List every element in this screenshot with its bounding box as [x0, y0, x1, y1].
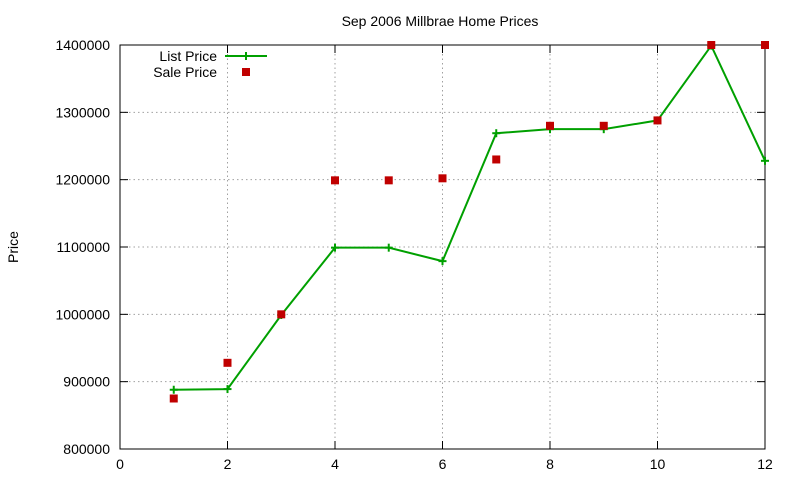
- list-price-point: [223, 385, 232, 394]
- sale-price-point: [169, 394, 178, 403]
- x-tick-label: 12: [757, 456, 773, 472]
- sale-price-point: [546, 121, 554, 130]
- sale-price-point: [653, 116, 662, 125]
- chart-title: Sep 2006 Millbrae Home Prices: [342, 13, 539, 29]
- sale-price-point: [761, 41, 769, 49]
- x-tick-label: 6: [439, 456, 447, 472]
- sale-price-point: [277, 310, 286, 319]
- y-tick-label: 900000: [63, 374, 110, 390]
- x-tick-label: 2: [224, 456, 232, 472]
- y-tick-label: 1100000: [57, 239, 111, 255]
- y-tick-label: 1000000: [55, 306, 110, 322]
- x-tick-label: 10: [650, 456, 666, 472]
- y-axis-label: Price: [5, 231, 21, 263]
- legend-label: List Price: [159, 48, 217, 64]
- series-layer: [169, 41, 769, 403]
- sale-price-point: [492, 155, 501, 164]
- list-price-line: [173, 43, 766, 391]
- list-price-point: [169, 385, 178, 394]
- legend-label: Sale Price: [153, 64, 217, 80]
- sale-price-point: [331, 176, 339, 185]
- sale-price-point: [707, 41, 716, 49]
- axis-ticks: 800000 900000 1000000 1100000 1200000 1300000…: [55, 37, 773, 472]
- list-price-point: [331, 243, 339, 252]
- y-tick-label: 1400000: [55, 37, 110, 53]
- sale-price-point: [223, 358, 232, 367]
- legend-square-swatch: [242, 68, 250, 76]
- x-tick-label: 8: [546, 456, 554, 472]
- y-tick-label: 800000: [63, 441, 110, 457]
- x-tick-label: 4: [331, 456, 339, 472]
- sale-price-point: [384, 176, 393, 185]
- x-tick-label: 0: [116, 456, 124, 472]
- y-tick-label: 1300000: [55, 104, 110, 120]
- y-tick-label: 1200000: [55, 172, 110, 188]
- list-price-point: [438, 257, 447, 266]
- list-price-point: [384, 243, 393, 252]
- sale-price-point: [599, 121, 608, 130]
- sale-price-point: [438, 174, 447, 183]
- list-price-point: [492, 129, 501, 138]
- list-price-point: [761, 156, 769, 165]
